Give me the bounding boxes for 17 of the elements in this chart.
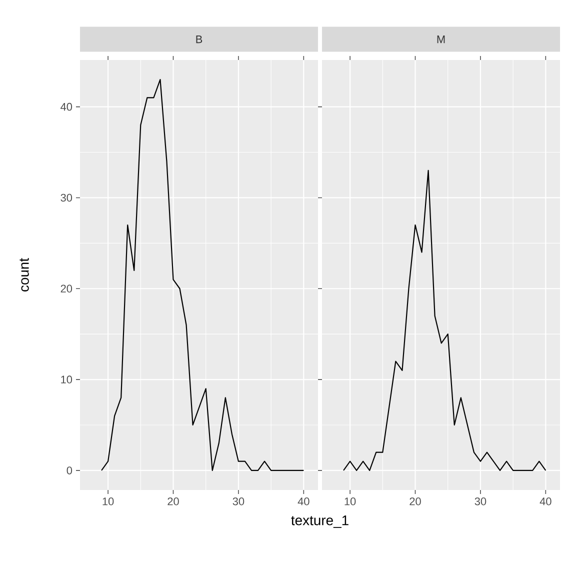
x-tick-label: 40 [540,498,552,506]
y-tick-label: 20 [60,284,72,293]
y-axis-title: count [20,258,29,292]
x-tick-label: 20 [168,498,179,506]
x-tick-label: 10 [344,498,356,506]
x-axis-title: texture_1 [291,516,348,528]
y-tick-label: 10 [61,376,72,384]
y-tick-label: 30 [60,194,72,202]
x-tick-label: 40 [298,498,310,506]
chart-title: M [437,36,445,44]
chart-title: B [196,36,202,44]
x-tick-label: 30 [474,498,486,506]
x-tick-label: 20 [410,498,421,506]
y-tick-label: 0 [66,466,72,474]
x-tick-label: 30 [232,498,244,506]
x-tick-label: 10 [102,498,114,506]
y-tick-label: 40 [60,102,72,111]
